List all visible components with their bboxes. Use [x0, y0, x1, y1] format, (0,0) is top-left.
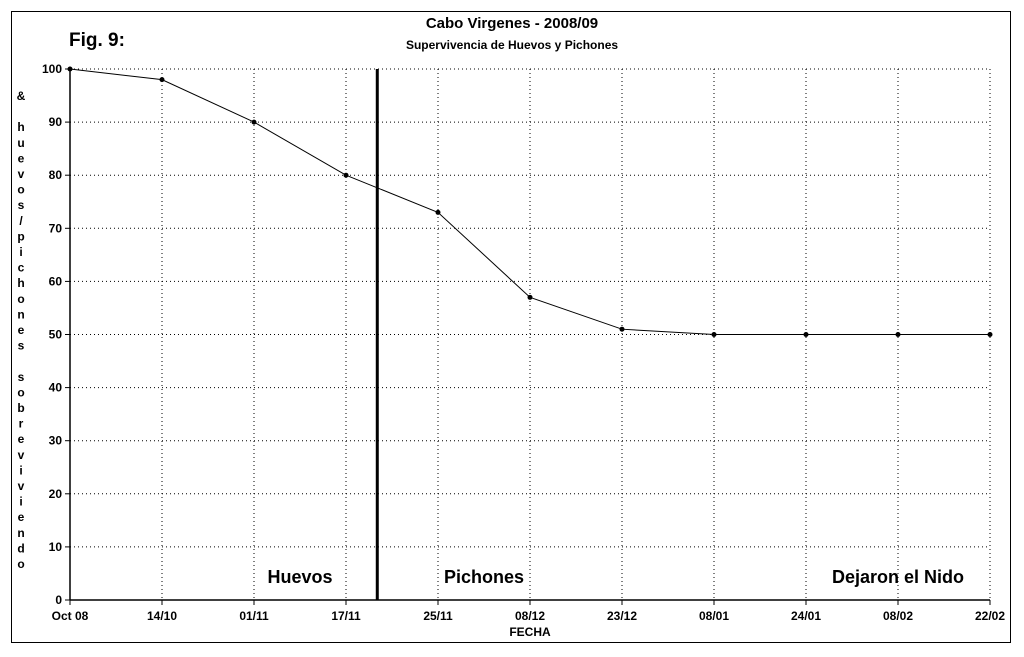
x-tick-label: 22/02 — [975, 609, 1005, 623]
data-point — [159, 77, 165, 83]
y-axis-label-char: c — [18, 261, 25, 275]
figure-label: Fig. 9: — [69, 30, 125, 51]
y-axis-label-char: i — [19, 495, 22, 509]
y-axis-label-char: e — [18, 323, 25, 337]
y-axis-label-char: u — [17, 136, 24, 150]
chart-subtitle: Supervivencia de Huevos y Pichones — [406, 38, 618, 52]
y-axis-label-char: o — [17, 183, 24, 197]
y-axis-label-char: i — [19, 463, 22, 477]
y-tick-label: 10 — [49, 540, 63, 554]
annotation-label: Dejaron el Nido — [832, 567, 964, 587]
y-axis-label-char: r — [19, 417, 24, 431]
grid — [70, 68, 991, 600]
data-point — [67, 66, 73, 72]
x-tick-label: 01/11 — [239, 609, 269, 623]
y-tick-label: 40 — [49, 381, 63, 395]
data-point — [711, 332, 717, 337]
y-axis-label-char: h — [17, 276, 24, 290]
y-tick-label: 80 — [49, 168, 63, 182]
x-tick-label: 23/12 — [607, 609, 637, 623]
data-point — [987, 332, 993, 337]
y-tick-label: 20 — [49, 487, 63, 501]
y-axis-label-char: h — [17, 120, 24, 134]
y-tick-label: 100 — [42, 62, 62, 76]
x-tick-label: 08/01 — [699, 609, 729, 623]
x-axis-label: FECHA — [509, 625, 551, 639]
y-axis-label-char: e — [18, 432, 25, 446]
y-axis-label-char: i — [19, 245, 22, 259]
y-axis-label-char: o — [17, 557, 24, 571]
x-tick-labels: Oct 08 14/10 01/11 17/11 25/11 08/12 23/12 08/0… — [52, 609, 1006, 623]
y-axis-label-char: n — [17, 307, 24, 321]
x-tick-label: Oct 08 — [52, 609, 89, 623]
y-axis-label-char: s — [18, 370, 25, 384]
x-tick-label: 08/12 — [515, 609, 545, 623]
data-point — [251, 119, 257, 125]
y-tick-label: 50 — [49, 328, 63, 342]
x-tick-label: 08/02 — [883, 609, 913, 623]
series — [67, 66, 993, 337]
x-tick-label: 24/01 — [791, 609, 821, 623]
x-tick-label: 14/10 — [147, 609, 177, 623]
data-point — [619, 326, 625, 332]
y-axis-label-char: e — [18, 510, 25, 524]
data-point — [435, 209, 441, 215]
y-axis-label-char: s — [18, 339, 25, 353]
y-tick-label: 70 — [49, 221, 63, 235]
chart-title: Cabo Virgenes - 2008/09 — [426, 15, 598, 32]
annotations: Huevos Pichones Dejaron el Nido — [267, 567, 964, 587]
y-axis-label-char: o — [17, 292, 24, 306]
x-tick-label: 25/11 — [423, 609, 453, 623]
y-axis-label-char: b — [17, 401, 24, 415]
data-point — [803, 332, 809, 337]
chart-frame — [11, 11, 1011, 643]
y-axis-label-char: & — [17, 89, 26, 103]
data-point — [343, 172, 349, 178]
y-tick-label: 0 — [55, 593, 62, 607]
annotation-label: Huevos — [267, 567, 332, 587]
y-axis-label-char: d — [17, 541, 24, 555]
y-axis-label-char: n — [17, 526, 24, 540]
y-axis-label-char: e — [18, 151, 25, 165]
y-axis-label-char: / — [19, 214, 23, 228]
data-point — [527, 294, 533, 300]
y-tick-labels: 0 10 20 30 40 50 60 70 80 90 100 — [42, 62, 62, 607]
axes — [65, 67, 991, 605]
y-tick-label: 60 — [49, 274, 63, 288]
y-axis-label-char: o — [17, 385, 24, 399]
y-tick-label: 90 — [49, 115, 63, 129]
x-tick-label: 17/11 — [331, 609, 361, 623]
y-axis-label-char: s — [18, 198, 25, 212]
annotation-label: Pichones — [444, 567, 524, 587]
y-axis-label-char: v — [18, 479, 25, 493]
y-axis-label-char: v — [18, 167, 25, 181]
data-point — [895, 332, 901, 337]
y-tick-label: 30 — [49, 434, 63, 448]
y-axis-label-char: v — [18, 448, 25, 462]
y-axis-label-char: p — [17, 229, 24, 243]
